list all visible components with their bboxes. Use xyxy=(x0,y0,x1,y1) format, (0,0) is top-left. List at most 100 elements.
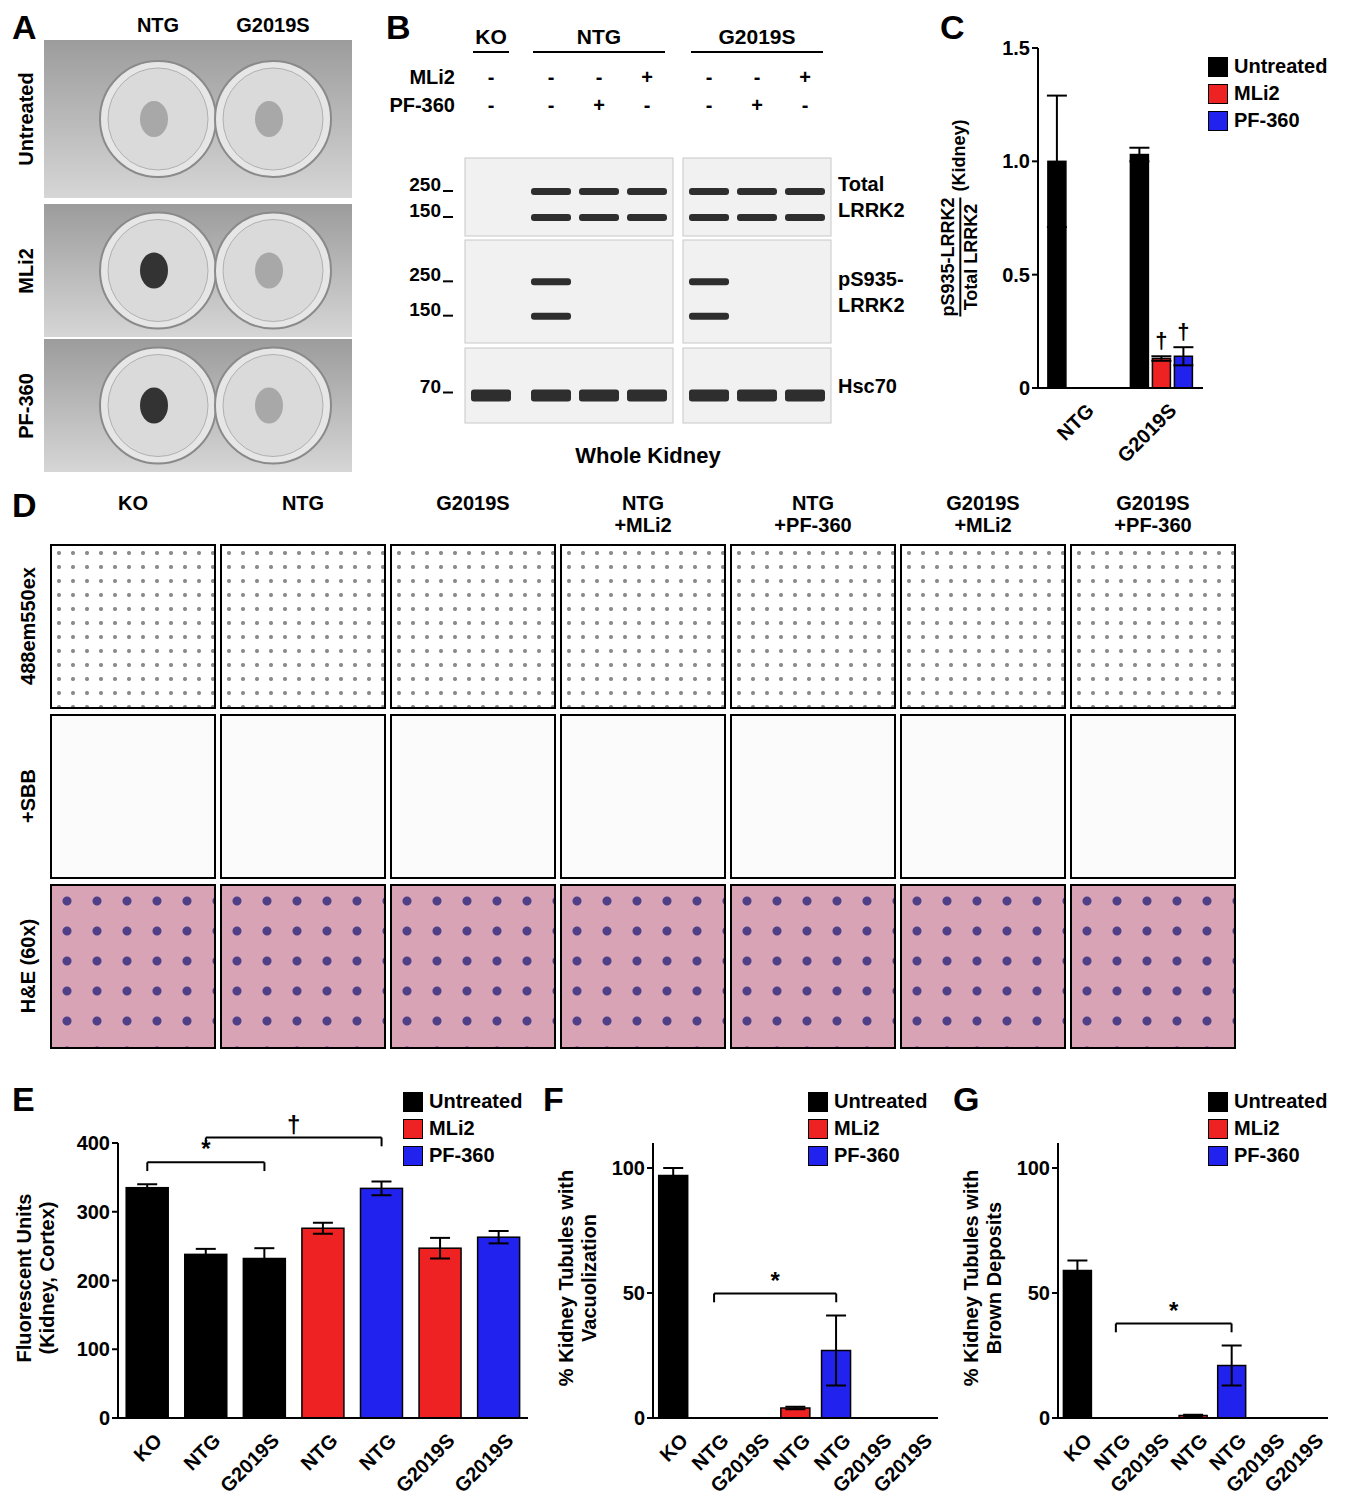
html-text:E: E xyxy=(12,1080,35,1118)
svg-text:400: 400 xyxy=(77,1132,110,1154)
svg-text:100: 100 xyxy=(612,1157,645,1179)
svg-text:70: 70 xyxy=(420,376,441,397)
svg-text:NTG: NTG xyxy=(1166,1429,1211,1474)
svg-text:G2019S: G2019S xyxy=(1221,1429,1289,1497)
svg-text:-: - xyxy=(644,94,651,116)
svg-text:-: - xyxy=(802,94,809,116)
svg-text:-: - xyxy=(488,66,495,88)
svg-text:PF-360: PF-360 xyxy=(389,94,455,116)
html-text:Untreated: Untreated xyxy=(14,72,37,166)
svg-text:LRRK2: LRRK2 xyxy=(838,294,905,316)
html-text:NTG: NTG xyxy=(791,492,835,514)
html-text:C: C xyxy=(940,8,965,46)
svg-text:50: 50 xyxy=(623,1282,645,1304)
svg-text:KO: KO xyxy=(129,1429,166,1466)
html-text:+MLi2: +MLi2 xyxy=(614,514,672,536)
svg-text:0: 0 xyxy=(634,1407,645,1429)
svg-text:NTG: NTG xyxy=(296,1429,341,1474)
svg-text:Hsc70: Hsc70 xyxy=(838,375,897,397)
svg-text:pS935-: pS935- xyxy=(838,268,904,290)
html-text:D: D xyxy=(12,486,37,524)
svg-text:-: - xyxy=(754,66,761,88)
svg-text:250: 250 xyxy=(409,264,441,285)
svg-text:0: 0 xyxy=(1019,377,1030,399)
svg-text:Total: Total xyxy=(838,173,884,195)
svg-text:†: † xyxy=(287,1111,300,1138)
svg-text:NTG: NTG xyxy=(809,1429,855,1475)
svg-text:300: 300 xyxy=(77,1201,110,1223)
svg-text:G2019S: G2019S xyxy=(869,1429,936,1496)
html-text:G2019S: G2019S xyxy=(946,492,1020,514)
svg-text:G2019S: G2019S xyxy=(1113,399,1180,466)
html-text:+MLi2: +MLi2 xyxy=(954,514,1012,536)
svg-text:*: * xyxy=(201,1135,211,1162)
svg-text:200: 200 xyxy=(77,1270,110,1292)
html-text:NTG: NTG xyxy=(621,492,665,514)
svg-text:Whole Kidney: Whole Kidney xyxy=(575,443,721,468)
svg-text:NTG: NTG xyxy=(355,1429,400,1474)
svg-text:250: 250 xyxy=(409,174,441,195)
svg-text:NTG: NTG xyxy=(179,1429,224,1474)
html-text:G2019S: G2019S xyxy=(236,14,310,36)
svg-text:LRRK2: LRRK2 xyxy=(838,199,905,221)
svg-text:+: + xyxy=(751,94,763,116)
svg-text:+: + xyxy=(641,66,653,88)
svg-text:NTG: NTG xyxy=(769,1429,814,1474)
svg-text:-: - xyxy=(548,66,555,88)
html-text:A: A xyxy=(12,8,37,46)
svg-text:G2019S: G2019S xyxy=(216,1429,283,1496)
svg-text:G2019S: G2019S xyxy=(1106,1429,1173,1496)
svg-text:-: - xyxy=(596,66,603,88)
svg-text:KO: KO xyxy=(475,25,507,48)
svg-text:+: + xyxy=(799,66,811,88)
svg-text:150: 150 xyxy=(409,299,441,320)
html-text:G2019S: G2019S xyxy=(1116,492,1190,514)
svg-text:NTG: NTG xyxy=(1089,1429,1135,1475)
svg-text:G2019S: G2019S xyxy=(828,1429,896,1497)
svg-text:†: † xyxy=(1155,328,1167,353)
html-text:NTG: NTG xyxy=(136,14,180,36)
svg-text:MLi2: MLi2 xyxy=(409,66,455,88)
svg-text:0: 0 xyxy=(99,1407,110,1429)
html-text:MLi2: MLi2 xyxy=(14,247,37,294)
svg-text:G2019S: G2019S xyxy=(450,1429,517,1496)
svg-text:KO: KO xyxy=(1059,1429,1096,1466)
svg-text:1.5: 1.5 xyxy=(1002,37,1030,59)
html-text:KO: KO xyxy=(118,492,148,514)
svg-text:1.0: 1.0 xyxy=(1002,150,1030,172)
html-text:G2019S: G2019S xyxy=(436,492,510,514)
html-text:488em550ex: 488em550ex xyxy=(16,567,39,685)
svg-text:G2019S: G2019S xyxy=(706,1429,773,1496)
svg-text:50: 50 xyxy=(1028,1282,1050,1304)
svg-text:-: - xyxy=(706,66,713,88)
html-text:G: G xyxy=(953,1080,980,1118)
svg-text:NTG: NTG xyxy=(577,25,621,48)
svg-text:G2019S: G2019S xyxy=(1260,1429,1327,1496)
svg-text:-: - xyxy=(488,94,495,116)
html-text:+SBB: +SBB xyxy=(16,769,39,823)
svg-text:KO: KO xyxy=(655,1429,692,1466)
svg-text:100: 100 xyxy=(1017,1157,1050,1179)
svg-text:NTG: NTG xyxy=(1204,1429,1251,1475)
svg-text:0.5: 0.5 xyxy=(1002,264,1030,286)
html-text:+PF-360: +PF-360 xyxy=(774,514,852,536)
html-text:NTG: NTG xyxy=(281,492,325,514)
svg-text:+: + xyxy=(593,94,605,116)
svg-text:G2019S: G2019S xyxy=(391,1429,458,1496)
svg-text:100: 100 xyxy=(77,1338,110,1360)
html-text:+PF-360: +PF-360 xyxy=(1114,514,1192,536)
svg-text:*: * xyxy=(1169,1297,1179,1324)
html-text:PF-360: PF-360 xyxy=(14,372,37,439)
svg-text:NTG: NTG xyxy=(687,1429,733,1475)
svg-text:G2019S: G2019S xyxy=(718,25,795,48)
svg-text:-: - xyxy=(548,94,555,116)
svg-text:*: * xyxy=(770,1267,780,1294)
svg-text:150: 150 xyxy=(409,200,441,221)
html-text:B: B xyxy=(386,8,411,46)
svg-text:-: - xyxy=(706,94,713,116)
svg-text:†: † xyxy=(1177,319,1189,344)
svg-text:0: 0 xyxy=(1039,1407,1050,1429)
html-text:H&E (60x): H&E (60x) xyxy=(16,918,39,1014)
html-text:Untreated: Untreated xyxy=(1234,55,1328,77)
svg-text:NTG: NTG xyxy=(1053,399,1098,444)
